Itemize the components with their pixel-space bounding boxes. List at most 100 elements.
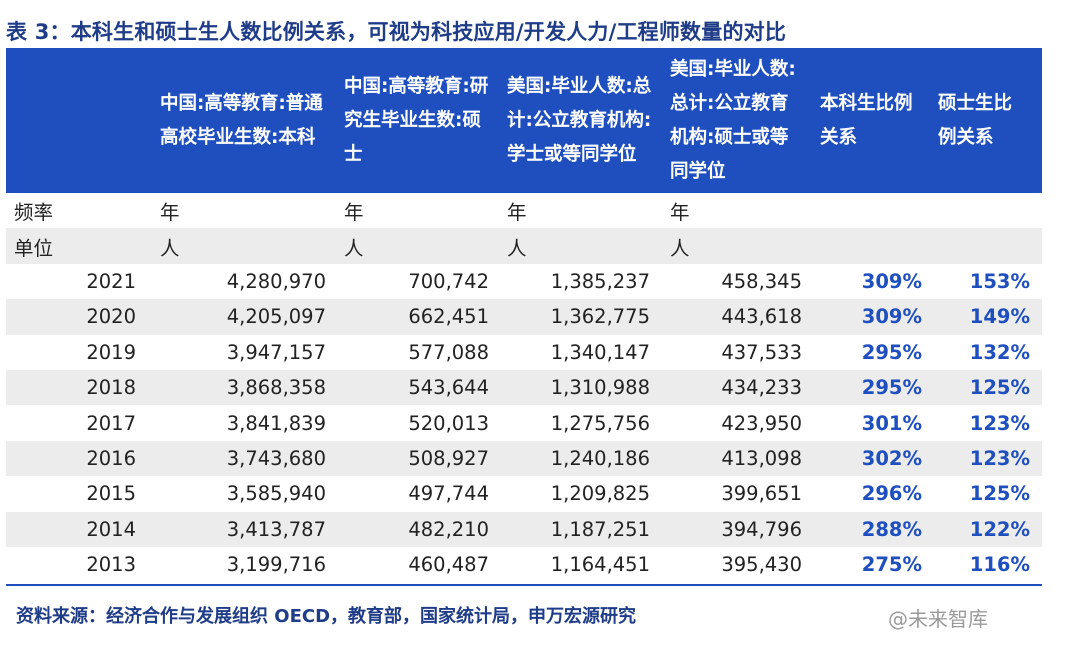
bachelor-ratio-cell: 309% [861,269,922,293]
year-cell: 2020 [6,299,156,335]
cn-bachelor-cell: 3,199,716 [226,553,326,577]
bachelor-ratio-cell: 309% [816,299,934,335]
us-bachelor-cell: 1,362,775 [503,299,666,335]
year-cell: 2017 [86,411,136,435]
table-body: 频率年年年年单位人人人人 2021 4,280,970 700,742 1,385,23… [6,193,1042,582]
cn-bachelor-cell: 4,205,097 [156,299,340,335]
us-master-cell: 437,533 [721,340,802,364]
cn-bachelor-cell: 3,868,358 [156,369,340,406]
us-bachelor-cell: 1,310,988 [503,369,666,406]
header-us-master: 美国:毕业人数:总计:公立教育机构:硕士或等同学位 [666,48,816,193]
year-cell: 2021 [86,269,136,293]
year-cell: 2014 [6,511,156,547]
us-master-cell: 394,796 [666,511,816,547]
header-cn-master: 中国:高等教育:研究生毕业生数:硕士 [340,48,503,193]
bachelor-ratio-cell: 275% [861,553,922,577]
meta-value: 人 [340,228,503,264]
us-master-cell: 443,618 [666,299,816,335]
table-row: 2016 3,743,680 508,927 1,240,186 413,098 302%… [6,440,1042,477]
table-row: 2014 3,413,787 482,210 1,187,251 394,796 288%… [6,511,1042,547]
year-cell: 2018 [6,369,156,406]
us-bachelor-cell: 1,209,825 [550,482,650,506]
table-row: 2018 3,868,358 543,644 1,310,988 434,233 295%… [6,369,1042,406]
year-cell: 2013 [86,553,136,577]
cn-bachelor-cell: 3,743,680 [156,440,340,477]
meta-value: 年 [160,201,180,225]
meta-empty [816,193,934,228]
cn-master-cell: 543,644 [340,369,503,406]
cn-master-cell: 520,013 [408,411,489,435]
us-bachelor-cell: 1,164,451 [550,553,650,577]
watermark: @未来智库 [888,607,988,631]
meta-value: 人 [156,228,340,264]
year-cell: 2015 [86,482,136,506]
master-ratio-cell: 125% [969,482,1030,506]
table-row: 2019 3,947,157 577,088 1,340,147 437,533 295%… [6,335,1042,370]
table-row: 2020 4,205,097 662,451 1,362,775 443,618 309%… [6,299,1042,335]
meta-value: 人 [503,228,666,264]
table-row: 2013 3,199,716 460,487 1,164,451 395,430 275%… [6,547,1042,582]
master-ratio-cell: 132% [969,340,1030,364]
meta-label: 单位 [6,228,156,264]
meta-empty [934,228,1042,264]
header-row: 中国:高等教育:普通高校毕业生数:本科 中国:高等教育:研究生毕业生数:硕士 美… [6,48,1042,193]
cn-bachelor-cell: 4,280,970 [226,269,326,293]
us-bachelor-cell: 1,385,237 [550,269,650,293]
master-ratio-cell: 116% [969,553,1030,577]
us-master-cell: 399,651 [721,482,802,506]
cn-master-cell: 662,451 [340,299,503,335]
bachelor-ratio-cell: 296% [861,482,922,506]
master-ratio-cell: 125% [934,369,1042,406]
bachelor-ratio-cell: 302% [816,440,934,477]
header-cn-bachelor: 中国:高等教育:普通高校毕业生数:本科 [156,48,340,193]
table-row: 2021 4,280,970 700,742 1,385,237 458,345 309%… [6,264,1042,299]
meta-row: 单位人人人人 [6,228,1042,264]
cn-bachelor-cell: 3,413,787 [156,511,340,547]
us-master-cell: 395,430 [721,553,802,577]
table-title: 表 3：本科生和硕士生人数比例关系，可视为科技应用/开发人力/工程师数量的对比 [6,20,787,44]
year-cell: 2016 [6,440,156,477]
us-master-cell: 423,950 [721,411,802,435]
meta-label: 频率 [14,201,54,225]
us-bachelor-cell: 1,187,251 [503,511,666,547]
cn-bachelor-cell: 3,585,940 [226,482,326,506]
meta-row: 频率 年 年 年 年 [6,193,1042,228]
meta-empty [934,193,1042,228]
bottom-rule [6,584,1042,586]
meta-empty [816,228,934,264]
us-master-cell: 434,233 [666,369,816,406]
header-bachelor-ratio: 本科生比例关系 [816,48,934,193]
us-bachelor-cell: 1,340,147 [550,340,650,364]
master-ratio-cell: 123% [934,440,1042,477]
bachelor-ratio-cell: 295% [861,340,922,364]
data-table-container: 中国:高等教育:普通高校毕业生数:本科 中国:高等教育:研究生毕业生数:硕士 美… [6,48,1042,582]
us-bachelor-cell: 1,275,756 [550,411,650,435]
cn-master-cell: 482,210 [340,511,503,547]
header-us-bachelor: 美国:毕业人数:总计:公立教育机构:学士或等同学位 [503,48,666,193]
bachelor-ratio-cell: 295% [816,369,934,406]
meta-value: 年 [344,201,364,225]
us-master-cell: 458,345 [721,269,802,293]
master-ratio-cell: 153% [969,269,1030,293]
cn-bachelor-cell: 3,947,157 [226,340,326,364]
header-master-ratio: 硕士生比例关系 [934,48,1042,193]
meta-value: 人 [666,228,816,264]
data-table: 中国:高等教育:普通高校毕业生数:本科 中国:高等教育:研究生毕业生数:硕士 美… [6,48,1042,582]
master-ratio-cell: 123% [969,411,1030,435]
year-cell: 2019 [86,340,136,364]
meta-value: 年 [507,201,527,225]
bachelor-ratio-cell: 288% [816,511,934,547]
master-ratio-cell: 122% [934,511,1042,547]
cn-master-cell: 508,927 [340,440,503,477]
table-row: 2015 3,585,940 497,744 1,209,825 399,651 296%… [6,476,1042,511]
source-note: 资料来源：经济合作与发展组织 OECD，教育部，国家统计局，申万宏源研究 [16,606,637,627]
cn-bachelor-cell: 3,841,839 [226,411,326,435]
cn-master-cell: 577,088 [408,340,489,364]
cn-master-cell: 460,487 [408,553,489,577]
master-ratio-cell: 149% [934,299,1042,335]
table-row: 2017 3,841,839 520,013 1,275,756 423,950 301%… [6,405,1042,440]
bachelor-ratio-cell: 301% [861,411,922,435]
us-bachelor-cell: 1,240,186 [503,440,666,477]
meta-value: 年 [670,201,690,225]
header-blank [6,48,156,193]
